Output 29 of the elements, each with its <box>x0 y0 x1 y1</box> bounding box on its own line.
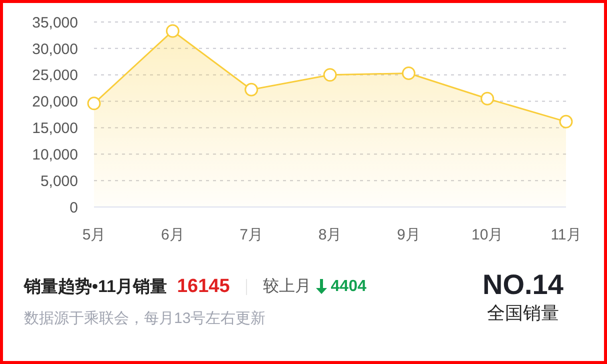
x-tick-label: 6月 <box>160 226 184 244</box>
text: 数据源于乘联会，每月13号左右更新 <box>24 309 266 328</box>
point <box>87 96 101 110</box>
point <box>480 92 494 106</box>
x-tick-label: 9月 <box>396 226 420 244</box>
x-tick-label: 10月 <box>471 226 504 244</box>
point <box>323 68 337 82</box>
text: 4404 <box>330 278 366 296</box>
y-tick-label: 30,000 <box>32 40 78 58</box>
y-tick-label: 15,000 <box>32 120 78 138</box>
x-tick-label: 11月 <box>550 226 582 244</box>
point <box>244 82 258 96</box>
text: 全国销量 <box>486 302 560 325</box>
x-tick-label: 7月 <box>240 226 264 244</box>
text: NO.14 <box>482 269 564 301</box>
y-tick-label: 0 <box>70 199 78 216</box>
text: 较上月 <box>262 276 311 297</box>
y-tick-label: 10,000 <box>32 146 78 164</box>
point <box>166 24 180 38</box>
y-tick-label: 35,000 <box>32 14 78 32</box>
text: 销量趋势•11月销量 <box>24 276 167 298</box>
y-tick-label: 25,000 <box>32 67 78 84</box>
y-tick-label: 5,000 <box>40 172 78 190</box>
text: 16145 <box>176 276 230 298</box>
y-tick-label: 20,000 <box>32 94 78 111</box>
point <box>559 114 573 128</box>
x-tick-label: 5月 <box>82 226 106 244</box>
point <box>402 66 416 80</box>
x-tick-label: 8月 <box>318 226 342 244</box>
